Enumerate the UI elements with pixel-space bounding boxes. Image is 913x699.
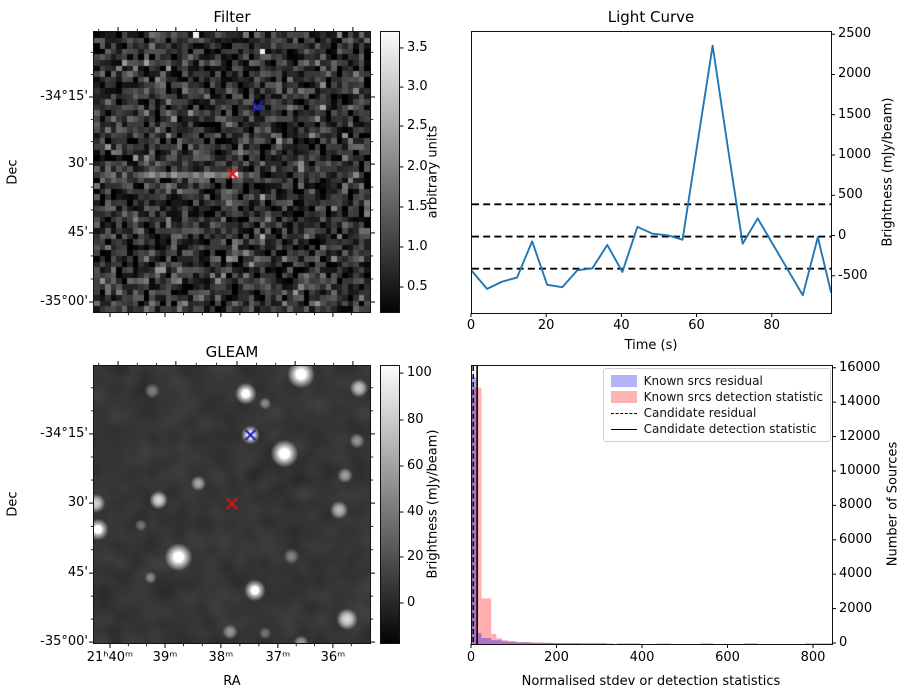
tick-label: 12000 (839, 428, 881, 444)
tick-label: 1.5 (407, 198, 428, 214)
tick-label: 2000 (838, 66, 872, 82)
legend-patch-swatch (610, 391, 637, 403)
tick-label: 0 (838, 227, 847, 243)
tick-label: -34°15' (40, 88, 88, 104)
legend-label: Candidate residual (643, 406, 757, 420)
tick-label: 2.0 (407, 158, 428, 174)
tick-label: 8000 (839, 497, 873, 513)
tick-label: 1000 (838, 146, 872, 162)
tick-label: 500 (838, 187, 863, 203)
tick-label: 30' (67, 156, 88, 172)
tick-label: 60 (407, 457, 424, 473)
tick-label: 6000 (839, 531, 873, 547)
tick-label: -35°00' (40, 294, 88, 309)
tick-label: 21ʰ40ᵐ (86, 650, 134, 665)
histogram-chart (472, 366, 832, 644)
histogram-xlabel: Normalised stdev or detection statistics (521, 674, 781, 689)
tick-label: 800 (800, 650, 826, 665)
gleam-colorbar (380, 365, 400, 644)
tick-label: 2500 (838, 26, 872, 42)
legend-label: Known srcs detection statistic (643, 390, 823, 404)
tick-label: 100 (407, 365, 432, 381)
tick-label: 2.5 (407, 118, 428, 134)
filter-title: Filter (213, 8, 251, 26)
tick-label: 36ᵐ (320, 650, 346, 665)
gleam-image (94, 366, 370, 643)
legend-patch-swatch (610, 375, 637, 387)
tick-label: 600 (715, 650, 740, 665)
light-curve-title: Light Curve (607, 8, 695, 26)
tick-label: 30' (67, 495, 88, 511)
filter-plot (93, 31, 371, 313)
tick-label: 40 (613, 318, 630, 333)
legend-label: Candidate detection statistic (643, 422, 817, 436)
tick-label: 0 (839, 635, 848, 650)
tick-label: 3.5 (407, 39, 428, 55)
legend-item: Candidate residual (610, 405, 823, 421)
tick-label: 45' (67, 565, 88, 581)
gleam-plot (93, 365, 371, 644)
light-curve-plot (471, 31, 832, 314)
tick-label: 1500 (838, 106, 872, 122)
tick-label: 10000 (839, 462, 881, 478)
legend-item: Known srcs detection statistic (610, 389, 823, 405)
tick-label: 14000 (839, 394, 881, 410)
legend-line-swatch (610, 428, 637, 430)
tick-label: 0.5 (407, 279, 428, 295)
tick-label: 39ᵐ (152, 650, 178, 665)
legend-label: Known srcs residual (643, 374, 763, 388)
histogram-legend: Known srcs residual Known srcs detection … (602, 368, 831, 442)
tick-label: 2000 (839, 600, 873, 616)
tick-label: 60 (688, 318, 705, 333)
tick-label: 38ᵐ (208, 650, 234, 665)
tick-label: 400 (629, 650, 655, 665)
tick-label: 40 (407, 504, 424, 520)
light-curve-chart (472, 44, 831, 297)
tick-label: 0 (407, 594, 416, 610)
tick-label: 37ᵐ (265, 650, 291, 665)
tick-label: 45' (67, 224, 88, 240)
tick-label: 200 (544, 650, 569, 665)
tick-label: 80 (407, 411, 424, 427)
filter-image (94, 32, 370, 312)
gleam-xlabel: RA (223, 674, 241, 689)
light-curve-xlabel: Time (s) (624, 338, 678, 353)
tick-label: 1.0 (407, 239, 428, 254)
tick-label: 0 (466, 650, 476, 665)
legend-item: Known srcs residual (610, 373, 823, 389)
filter-colorbar (380, 31, 400, 313)
tick-label: 20 (537, 318, 555, 333)
tick-label: -35°00' (40, 634, 88, 650)
tick-label: 20 (407, 548, 424, 564)
legend-item: Candidate detection statistic (610, 421, 823, 437)
tick-label: 80 (763, 318, 780, 333)
tick-label: 3.0 (407, 79, 428, 95)
legend-line-swatch (610, 412, 637, 414)
tick-label: -34°15' (40, 425, 88, 441)
tick-label: -500 (838, 267, 868, 283)
tick-label: 16000 (839, 359, 881, 375)
tick-label: 0 (466, 318, 476, 333)
histogram-plot: Known srcs residual Known srcs detection … (471, 365, 833, 645)
tick-label: 4000 (839, 566, 873, 582)
gleam-title: GLEAM (205, 343, 259, 361)
